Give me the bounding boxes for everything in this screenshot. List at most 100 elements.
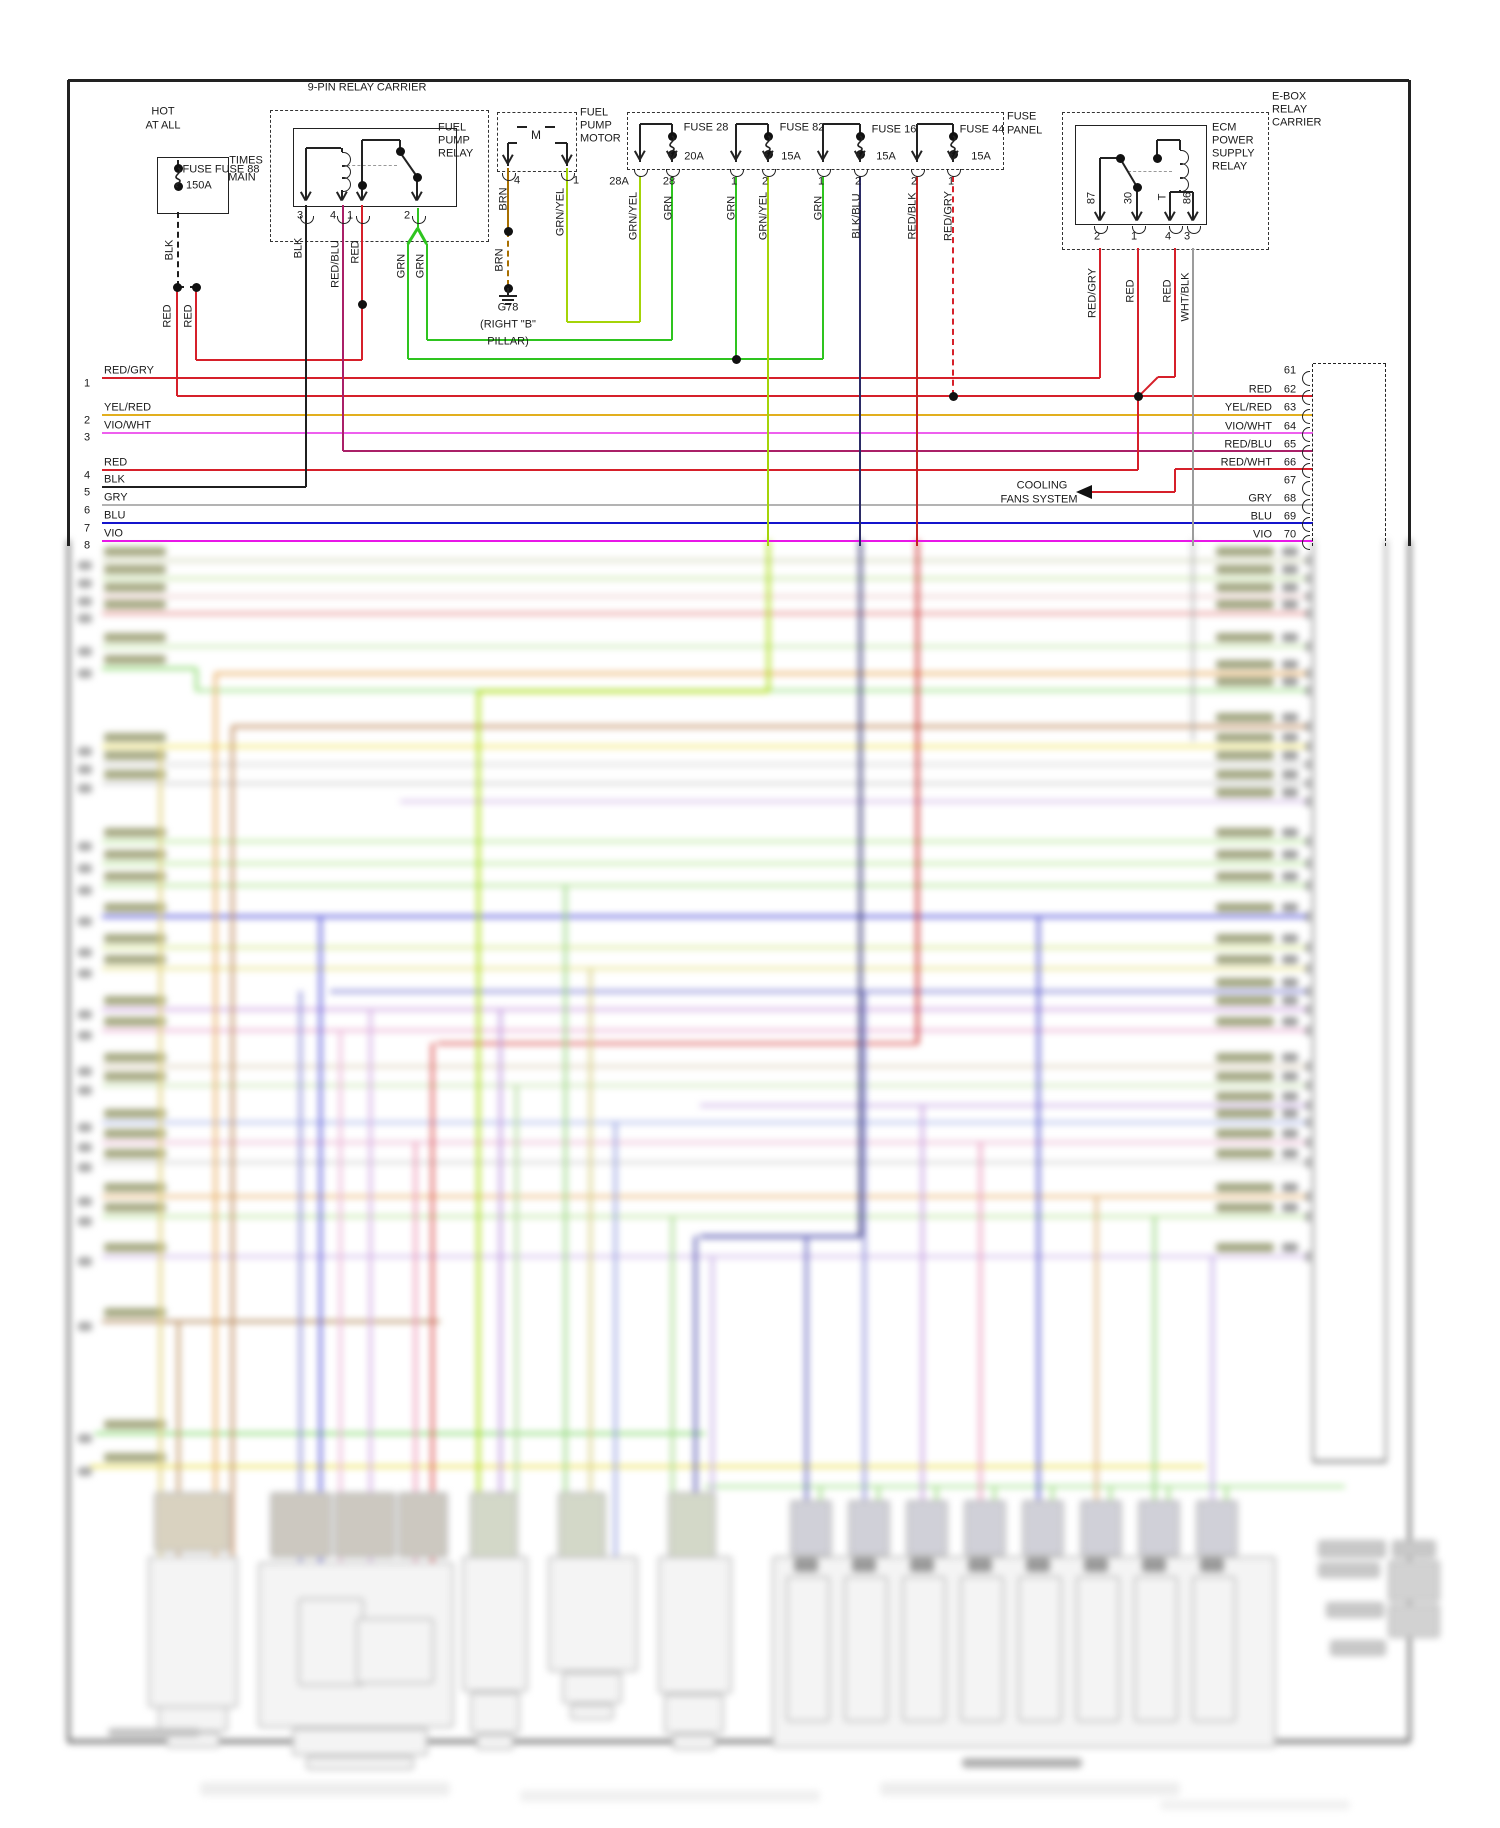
blurred-row-number xyxy=(78,765,92,774)
ecm-relay-label3: SUPPLY xyxy=(1212,147,1255,160)
junction-dot xyxy=(1152,153,1162,163)
blurred-wire-h xyxy=(102,914,1310,918)
wire-label-redgry: RED/GRY xyxy=(942,191,955,241)
blurred-row-number xyxy=(78,747,92,756)
fuse-150a-rating: 150A xyxy=(186,179,212,192)
blurred-row-number xyxy=(78,1031,92,1040)
blurred-component xyxy=(1318,1562,1380,1578)
wire-h xyxy=(502,299,514,301)
blurred-row-number xyxy=(78,1010,92,1019)
wire-h xyxy=(1090,491,1175,493)
pin-bracket xyxy=(1302,462,1310,478)
blurred-wire-h xyxy=(478,689,768,693)
blurred-pin-bracket xyxy=(1306,555,1310,566)
blurred-row-label xyxy=(1216,1129,1274,1138)
blurred-row-label xyxy=(1216,903,1274,912)
wire-h xyxy=(508,142,517,144)
wire-v xyxy=(406,244,410,359)
fuse-symbol xyxy=(950,135,956,156)
blurred-pin-bracket xyxy=(1306,942,1310,953)
blurred-wire-h xyxy=(102,1083,1310,1087)
hot-at-all-line1: HOT xyxy=(151,105,175,118)
wire-h xyxy=(736,123,768,125)
blurred-wire-v xyxy=(804,1236,808,1576)
fuse-symbol xyxy=(669,135,675,156)
blurred-row-label xyxy=(104,1243,166,1252)
blurred-row-number xyxy=(1282,583,1298,592)
blurred-component xyxy=(1142,1558,1166,1572)
wire-v xyxy=(1136,248,1140,470)
blurred-wire-v xyxy=(413,1142,417,1562)
blurred-wire-h xyxy=(437,1041,917,1045)
blurred-row-label xyxy=(104,1017,166,1026)
blurred-wire-v xyxy=(588,968,592,1556)
blurred-component xyxy=(562,1672,622,1704)
wire-h xyxy=(178,286,196,288)
blurred-row-label xyxy=(104,1308,166,1317)
wire-label-blk: BLK xyxy=(292,237,305,259)
blurred-row-label xyxy=(1216,1072,1274,1081)
wire-v xyxy=(1192,192,1194,219)
blurred-row-number xyxy=(1282,1129,1298,1138)
blurred-component xyxy=(1388,1560,1440,1602)
blurred-wire-v xyxy=(766,540,770,692)
blurred-wire-h xyxy=(705,1484,1345,1488)
fuse-symbol xyxy=(765,135,771,156)
blurred-row-label xyxy=(1216,751,1274,760)
blurred-pin-bracket xyxy=(1306,608,1310,619)
wire-v xyxy=(821,176,825,359)
blurred-component xyxy=(1084,1558,1108,1572)
fuse-28-label: FUSE 28 xyxy=(683,121,729,134)
conn-label-66: RED/WHT xyxy=(1220,456,1272,469)
blurred-pin-bracket xyxy=(1306,573,1310,584)
wire-h xyxy=(102,413,1313,417)
row5-label: BLK xyxy=(104,473,125,486)
blurred-wire-v xyxy=(670,1216,674,1556)
blurred-component xyxy=(154,1492,230,1552)
blurred-wire-h xyxy=(102,861,1310,865)
blurred-wire-h xyxy=(215,671,1310,675)
blurred-row-number xyxy=(1282,1149,1298,1158)
relay-pin-3: 3 xyxy=(296,209,304,222)
blurred-pin-bracket xyxy=(1306,1100,1310,1111)
wire-v xyxy=(639,124,641,162)
relay-pin-2: 2 xyxy=(403,209,411,222)
blurred-wire-v xyxy=(1210,1256,1214,1576)
blurred-component xyxy=(910,1558,934,1572)
blurred-row-label xyxy=(104,1109,166,1118)
junction-dot xyxy=(667,149,677,159)
blurred-row-number xyxy=(1282,788,1298,797)
wire-v xyxy=(507,288,509,295)
fuse-pin-1: 1 xyxy=(947,175,955,188)
blurred-row-label xyxy=(104,934,166,943)
blurred-row-number xyxy=(78,1197,92,1206)
wire-v xyxy=(175,287,179,396)
ground-g78: G78 xyxy=(497,301,519,314)
blurred-component xyxy=(1318,1540,1386,1558)
wire-v xyxy=(858,176,862,546)
blurred-wire-v xyxy=(915,540,919,1044)
wire-label-redblu: RED/BLU xyxy=(329,240,342,288)
blurred-row-number xyxy=(1282,660,1298,669)
blurred-pin-bracket xyxy=(1306,796,1310,807)
wire-h xyxy=(1170,191,1193,193)
blurred-row-number xyxy=(78,647,92,656)
junction-dot xyxy=(191,282,201,292)
junction-dot xyxy=(357,299,367,309)
blurred-row-label xyxy=(104,1129,166,1138)
blurred-row-label xyxy=(1216,1149,1274,1158)
blurred-row-label xyxy=(1216,828,1274,837)
row1-label: RED/GRY xyxy=(104,364,154,377)
blurred-row-label xyxy=(1216,996,1274,1005)
blurred-row-label xyxy=(1216,1243,1274,1252)
blurred-wire-h xyxy=(232,724,1310,728)
wire-v xyxy=(425,244,429,340)
ecm-relay-label4: RELAY xyxy=(1212,160,1248,173)
conn-pin-62: 62 xyxy=(1283,383,1297,396)
blurred-component xyxy=(960,1576,1004,1722)
motor-pin-4: 4 xyxy=(513,174,521,187)
wire-h xyxy=(343,449,1313,453)
blurred-row-number xyxy=(78,948,92,957)
wire-v xyxy=(915,176,919,546)
wire-h xyxy=(545,126,555,128)
